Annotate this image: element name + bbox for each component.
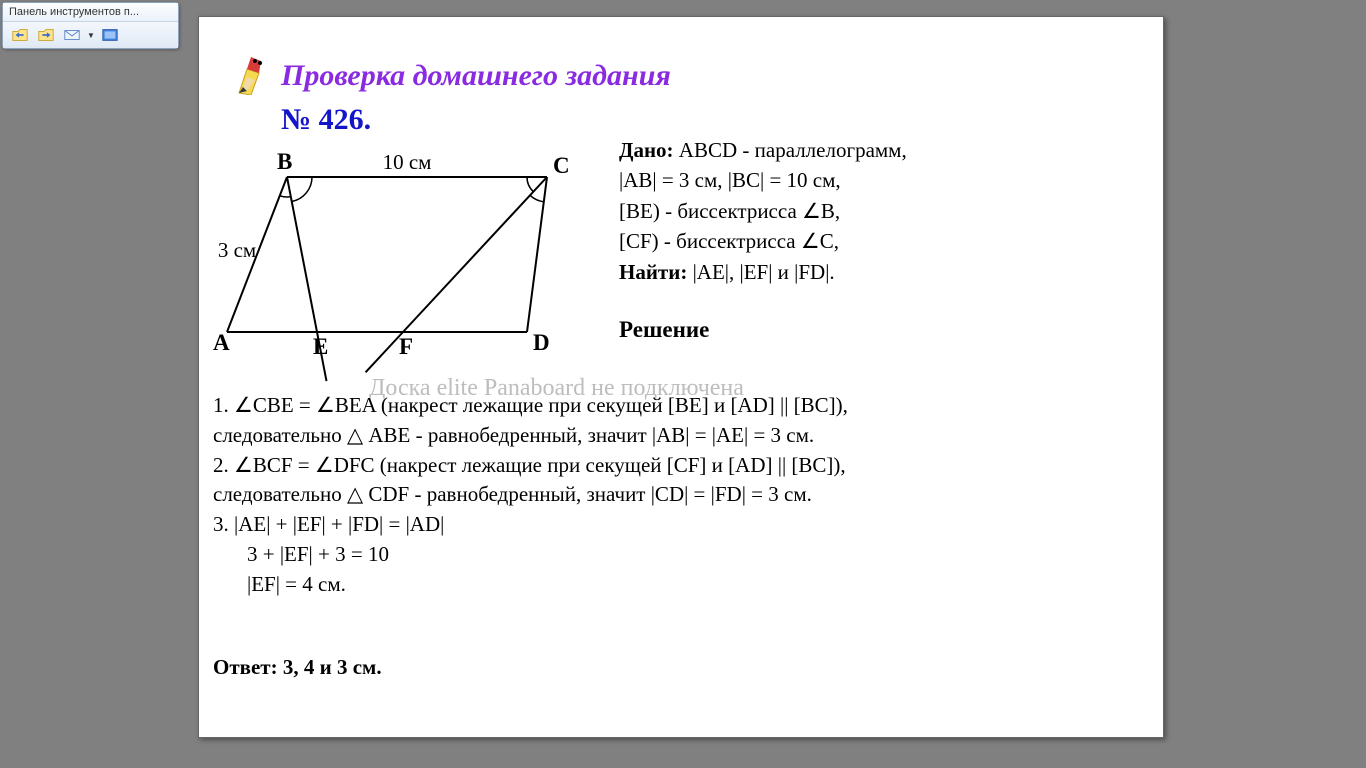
solution-line-3: следовательно △ CDF - равнобедренный, зн… [213, 480, 1149, 510]
given-heading: Дано: [619, 138, 674, 162]
geometry-diagram: A B C D E F 10 см 3 см [207, 137, 577, 397]
mail-icon[interactable] [61, 26, 83, 44]
given-line-1: |AB| = 3 см, |BC| = 10 см, [619, 165, 907, 195]
svg-text:B: B [277, 149, 292, 174]
solution-indent-1: |EF| = 4 см. [213, 570, 1149, 600]
solution-indent-0: 3 + |EF| + 3 = 10 [213, 540, 1149, 570]
solution-heading: Решение [619, 317, 709, 343]
svg-text:D: D [533, 330, 550, 355]
solution-line-1: следовательно △ ABE - равнобедренный, зн… [213, 421, 1149, 451]
find-text: |AE|, |EF| и |FD|. [693, 260, 835, 284]
given-block: Дано: ABCD - параллелограмм, |AB| = 3 см… [619, 135, 907, 287]
svg-text:10 см: 10 см [383, 150, 432, 174]
svg-text:3 см: 3 см [218, 238, 256, 262]
given-line-2: [BE) - биссектрисса ∠B, [619, 196, 907, 226]
folder-prev-icon[interactable] [9, 26, 31, 44]
svg-text:A: A [213, 330, 230, 355]
answer-text: 3, 4 и 3 см. [283, 655, 382, 679]
solution-body: 1. ∠CBE = ∠BEA (накрест лежащие при секу… [213, 391, 1149, 600]
given-line-3: [CF) - биссектрисса ∠C, [619, 226, 907, 256]
tool-palette-title: Панель инструментов п... [3, 3, 178, 22]
find-heading: Найти: [619, 260, 687, 284]
tool-palette: Панель инструментов п... ▼ [2, 2, 179, 49]
screen-icon[interactable] [99, 26, 121, 44]
svg-text:F: F [399, 334, 413, 359]
svg-text:E: E [313, 334, 328, 359]
document-page: Проверка домашнего задания № 426. A B C D E F… [198, 16, 1164, 738]
solution-line-2: 2. ∠BCF = ∠DFC (накрест лежащие при секу… [213, 451, 1149, 481]
tool-palette-body: ▼ [3, 22, 178, 48]
solution-line-4: 3. |AE| + |EF| + |FD| = |AD| [213, 510, 1149, 540]
answer-label: Ответ: [213, 655, 278, 679]
page-title: Проверка домашнего задания [281, 59, 671, 93]
dropdown-caret-icon[interactable]: ▼ [87, 31, 95, 40]
problem-number: № 426. [281, 103, 371, 137]
svg-text:C: C [553, 153, 570, 178]
pencil-icon [233, 47, 275, 100]
folder-next-icon[interactable] [35, 26, 57, 44]
given-line-0: ABCD - параллелограмм, [679, 138, 907, 162]
solution-line-0: 1. ∠CBE = ∠BEA (накрест лежащие при секу… [213, 391, 1149, 421]
answer-line: Ответ: 3, 4 и 3 см. [213, 655, 382, 680]
